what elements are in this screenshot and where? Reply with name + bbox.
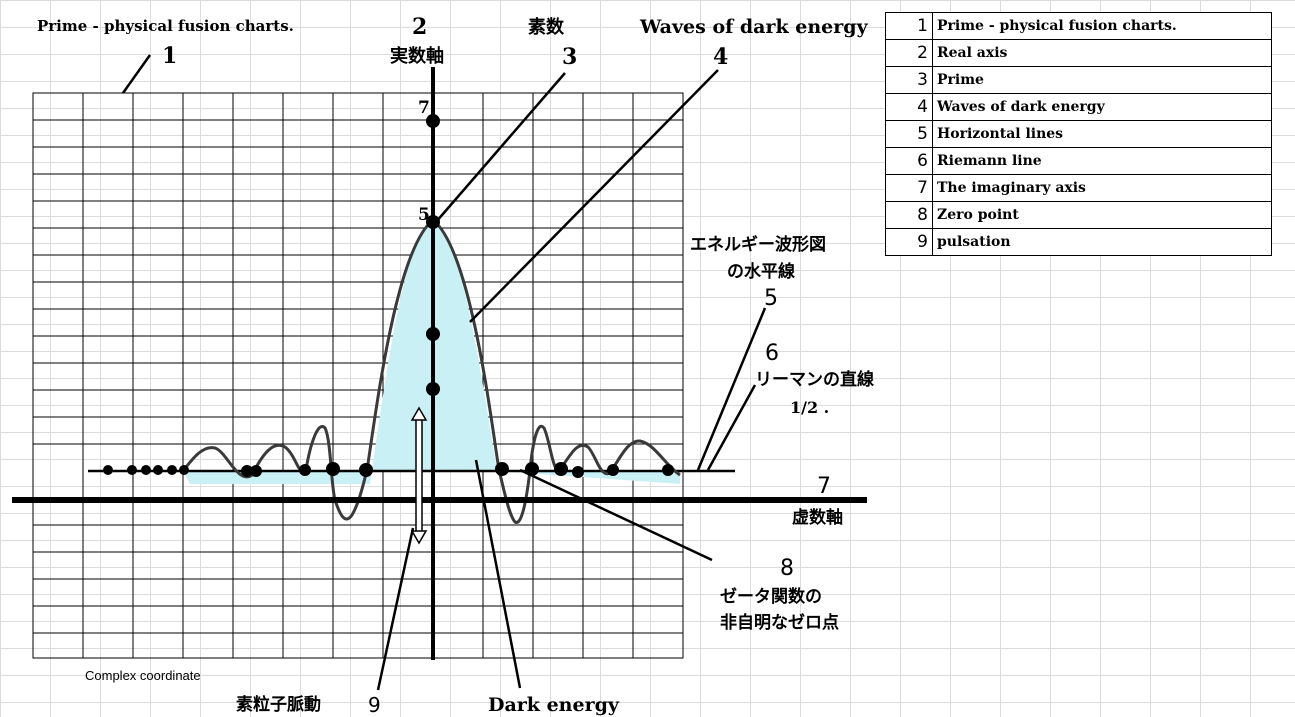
- prime-dot: [426, 382, 440, 396]
- legend-table: 1 Prime - physical fusion charts. 2 Real ax…: [885, 12, 1272, 256]
- legend-number: 5: [885, 120, 933, 148]
- prime-dot: [426, 215, 440, 229]
- legend-text: pulsation: [932, 228, 1272, 256]
- chart-grid: [32, 92, 684, 659]
- legend-row: 4 Waves of dark energy: [885, 93, 1272, 121]
- legend-row: 8 Zero point: [885, 201, 1272, 229]
- legend-text: Prime: [932, 66, 1272, 94]
- riemann-number: 6: [765, 341, 779, 366]
- legend-number: 1: [885, 12, 933, 40]
- imaginary-number: 7: [817, 474, 831, 499]
- energy-line-label-1: エネルギー波形図: [690, 234, 826, 255]
- legend-text: The imaginary axis: [932, 174, 1272, 202]
- energy-line-label-2: の水平線: [727, 261, 795, 282]
- tick-7: 7: [418, 98, 430, 118]
- legend-row: 2 Real axis: [885, 39, 1272, 67]
- dark-energy-label: Dark energy: [488, 694, 620, 716]
- prime-label: 素数: [528, 16, 565, 38]
- waves-number: 4: [713, 44, 728, 70]
- zero-points: [103, 462, 674, 478]
- chart-title: Prime - physical fusion charts.: [37, 17, 294, 35]
- horizontal-number: 5: [764, 286, 778, 311]
- legend-number: 3: [885, 66, 933, 94]
- legend-text: Zero point: [932, 201, 1272, 229]
- prime-dot: [426, 327, 440, 341]
- real-axis-label: 実数軸: [390, 45, 444, 67]
- imaginary-axis-label: 虚数軸: [792, 507, 843, 528]
- leader-lines: [121, 54, 767, 691]
- legend-number: 7: [885, 174, 933, 202]
- waves-label: Waves of dark energy: [639, 16, 869, 38]
- legend-row: 3 Prime: [885, 66, 1272, 94]
- pulsation-label: 素粒子脈動: [236, 694, 321, 715]
- prime-number: 3: [562, 44, 577, 70]
- complex-coordinate-label: Complex coordinate: [85, 668, 201, 683]
- legend-row: 1 Prime - physical fusion charts.: [885, 12, 1272, 40]
- legend-row: 9 pulsation: [885, 228, 1272, 256]
- real-axis-number: 2: [412, 14, 427, 40]
- legend-number: 8: [885, 201, 933, 229]
- prime-dot: [426, 114, 440, 128]
- riemann-label: リーマンの直線: [755, 369, 874, 390]
- zero-point-number: 8: [780, 556, 794, 581]
- legend-row: 7 The imaginary axis: [885, 174, 1272, 202]
- zero-point-label-2: 非自明なゼロ点: [720, 612, 839, 633]
- legend-text: Prime - physical fusion charts.: [932, 12, 1272, 40]
- legend-row: 6 Riemann line: [885, 147, 1272, 175]
- zero-point-label-1: ゼータ関数の: [720, 586, 822, 607]
- legend-text: Horizontal lines: [932, 120, 1272, 148]
- legend-number: 9: [885, 228, 933, 256]
- legend-text: Riemann line: [932, 147, 1272, 175]
- legend-text: Waves of dark energy: [932, 93, 1272, 121]
- title-number: 1: [162, 43, 177, 69]
- legend-number: 2: [885, 39, 933, 67]
- tick-5: 5: [418, 205, 430, 225]
- riemann-value: 1/2 .: [790, 398, 829, 417]
- legend-number: 4: [885, 93, 933, 121]
- pulsation-arrow: [410, 406, 428, 545]
- pulsation-number: 9: [368, 693, 381, 717]
- legend-text: Real axis: [932, 39, 1272, 67]
- legend-number: 6: [885, 147, 933, 175]
- legend-row: 5 Horizontal lines: [885, 120, 1272, 148]
